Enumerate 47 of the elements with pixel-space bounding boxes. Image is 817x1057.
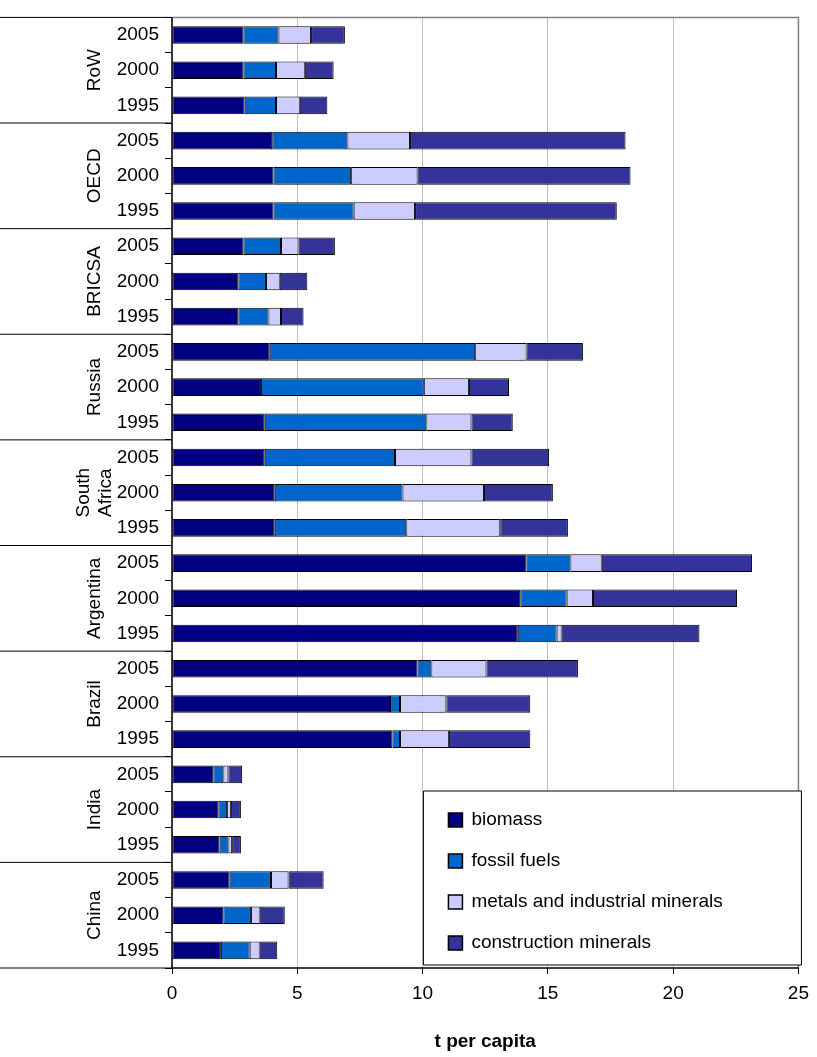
text: Russia (83, 357, 105, 417)
y-tick-label: 1995 (116, 621, 159, 643)
y-tick-label: 2000 (116, 58, 159, 80)
y-tick-label: 2000 (116, 903, 159, 925)
legend-label: metals and industrial minerals (471, 890, 723, 912)
text: BRICSA (83, 245, 105, 317)
y-tick-label: 1995 (116, 833, 159, 855)
y-tick-label: 1995 (116, 938, 159, 960)
y-tick-label: 2000 (116, 586, 159, 608)
y-tick-label: 2000 (116, 269, 159, 291)
y-tick-label: 2000 (116, 375, 159, 397)
legend-label: biomass (471, 808, 543, 830)
y-tick-label: 2005 (116, 340, 159, 362)
text: OECD (83, 148, 105, 204)
x-tick-label: 5 (292, 981, 303, 1003)
text: Argentina (83, 557, 105, 639)
text: India (83, 788, 105, 831)
y-tick-label: 1995 (116, 410, 159, 432)
y-tick-label: 1995 (116, 199, 159, 221)
x-axis-title: t per capita (434, 1029, 537, 1051)
y-tick-label: 2005 (116, 128, 159, 150)
y-tick-label: 1995 (116, 304, 159, 326)
y-tick-label: 1995 (116, 93, 159, 115)
y-tick-label: 2005 (116, 762, 159, 784)
y-tick-label: 2000 (116, 797, 159, 819)
y-tick-label: 2000 (116, 480, 159, 502)
x-tick-label: 0 (166, 981, 178, 1003)
x-tick-label: 15 (537, 981, 559, 1003)
legend-label: construction minerals (471, 931, 651, 953)
y-tick-label: 2005 (116, 656, 159, 678)
text: South Africa (72, 467, 116, 518)
y-tick-label: 2005 (116, 551, 159, 573)
y-tick-label: 1995 (116, 727, 159, 749)
y-tick-label: 2005 (116, 868, 159, 890)
text: China (83, 889, 105, 941)
x-tick-label: 20 (662, 981, 684, 1003)
y-tick-label: 2000 (116, 692, 159, 714)
legend-label: fossil fuels (471, 849, 561, 871)
x-tick-label: 25 (787, 981, 809, 1003)
y-tick-label: 2000 (116, 164, 159, 186)
x-tick-label: 10 (412, 981, 434, 1003)
y-tick-label: 2005 (116, 23, 159, 45)
y-tick-label: 2005 (116, 445, 159, 467)
y-tick-label: 2005 (116, 234, 159, 256)
y-tick-label: 1995 (116, 516, 159, 538)
text: RoW (83, 49, 105, 92)
text: Brazil (83, 680, 105, 728)
